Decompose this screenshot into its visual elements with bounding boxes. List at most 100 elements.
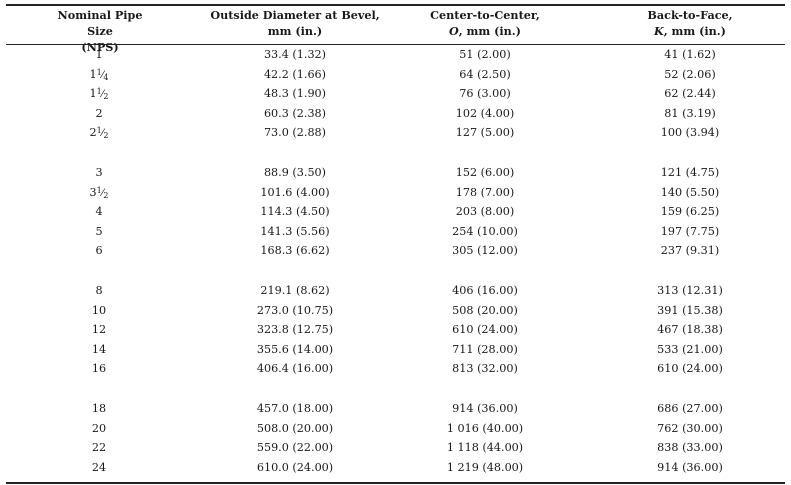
cell-nps: 20 — [80, 422, 118, 435]
cell-outside-diameter: 457.0 (18.00) — [256, 402, 334, 415]
nps-whole: 2 — [95, 106, 103, 120]
nps-whole: 1 — [89, 87, 97, 101]
cell-center-to-center: 203 (8.00) — [455, 205, 515, 219]
table-row: 12 323.8 (12.75) 610 (24.00) 467 (18.38) — [0, 321, 791, 341]
cell-center-to-center: 152 (6.00) — [455, 166, 515, 179]
table-row: 14 355.6 (14.00) 711 (28.00) 533 (21.00) — [0, 341, 791, 361]
table-row: 1 33.4 (1.32) 51 (2.00) 41 (1.62) — [0, 46, 791, 66]
cell-nps: 8 — [80, 284, 118, 297]
nps-numerator: 1 — [96, 126, 102, 136]
cell-center-to-center: 254 (10.00) — [452, 224, 518, 238]
header-od-line1: Outside Diameter at Bevel, — [210, 8, 380, 22]
cell-back-to-face: 62 (2.44) — [664, 87, 716, 101]
nps-whole: 14 — [91, 342, 107, 356]
table-row: 11⁄4 42.2 (1.66) 64 (2.50) 52 (2.06) — [0, 66, 791, 86]
cell-back-to-face: 914 (36.00) — [657, 460, 723, 474]
cell-outside-diameter: 48.3 (1.90) — [263, 87, 327, 101]
nps-numerator: 1 — [96, 185, 102, 195]
nps-whole: 2 — [89, 126, 97, 140]
cell-nps: 3 — [80, 166, 118, 179]
cell-back-to-face: 237 (9.31) — [660, 244, 720, 258]
nps-whole: 18 — [91, 402, 107, 415]
header-rule — [6, 44, 785, 45]
cell-nps: 21⁄2 — [80, 126, 118, 140]
nps-whole: 1 — [89, 67, 97, 81]
cell-nps: 18 — [80, 402, 118, 415]
table-row: 16 406.4 (16.00) 813 (32.00) 610 (24.00) — [0, 360, 791, 380]
cell-center-to-center: 178 (7.00) — [455, 185, 515, 199]
cell-center-to-center: 76 (3.00) — [459, 87, 511, 101]
cell-back-to-face: 41 (1.62) — [664, 48, 716, 61]
header-outside-diameter: Outside Diameter at Bevel, mm (in.) — [200, 7, 390, 39]
cell-back-to-face: 391 (15.38) — [657, 303, 723, 317]
cell-center-to-center: 64 (2.50) — [459, 67, 511, 81]
cell-nps: 11⁄2 — [80, 87, 118, 101]
header-ctc-units: , mm (in.) — [458, 24, 521, 38]
cell-outside-diameter: 101.6 (4.00) — [260, 185, 330, 199]
cell-back-to-face: 762 (30.00) — [657, 421, 723, 435]
header-btf-symbol: K — [654, 24, 664, 38]
cell-nps: 6 — [80, 244, 118, 257]
cell-nps: 4 — [80, 205, 118, 218]
cell-center-to-center: 1 016 (40.00) — [446, 421, 524, 435]
header-back-to-face: Back-to-Face, K, mm (in.) — [620, 7, 760, 39]
cell-center-to-center: 1 118 (44.00) — [446, 441, 524, 455]
cell-nps: 2 — [80, 107, 118, 120]
cell-back-to-face: 100 (3.94) — [660, 126, 720, 140]
cell-nps: 14 — [80, 343, 118, 356]
nps-whole: 4 — [95, 205, 103, 219]
cell-center-to-center: 127 (5.00) — [455, 126, 515, 140]
table-row: 6 168.3 (6.62) 305 (12.00) 237 (9.31) — [0, 242, 791, 262]
fraction-slash: ⁄ — [101, 69, 104, 81]
cell-back-to-face: 838 (33.00) — [657, 441, 723, 455]
cell-center-to-center: 914 (36.00) — [452, 402, 518, 415]
cell-outside-diameter: 141.3 (5.56) — [260, 224, 330, 238]
cell-center-to-center: 102 (4.00) — [455, 106, 515, 120]
header-nps-line1: Nominal Pipe Size — [57, 8, 143, 38]
cell-back-to-face: 81 (3.19) — [664, 106, 716, 120]
cell-outside-diameter: 88.9 (3.50) — [263, 166, 327, 179]
cell-nps: 22 — [80, 441, 118, 454]
cell-outside-diameter: 219.1 (8.62) — [260, 284, 330, 297]
table-row: 22 559.0 (22.00) 1 118 (44.00) 838 (33.00) — [0, 439, 791, 459]
cell-outside-diameter: 73.0 (2.88) — [263, 126, 327, 140]
cell-nps: 24 — [80, 461, 118, 474]
table-row: 20 508.0 (20.00) 1 016 (40.00) 762 (30.00) — [0, 420, 791, 440]
cell-nps: 5 — [80, 225, 118, 238]
nps-whole: 20 — [91, 421, 107, 435]
table-row: 31⁄2 101.6 (4.00) 178 (7.00) 140 (5.50) — [0, 184, 791, 204]
table-row: 18 457.0 (18.00) 914 (36.00) 686 (27.00) — [0, 400, 791, 420]
cell-nps: 1 — [80, 48, 118, 61]
cell-center-to-center: 51 (2.00) — [459, 48, 511, 61]
cell-nps: 16 — [80, 362, 118, 375]
cell-outside-diameter: 42.2 (1.66) — [263, 67, 327, 81]
nps-whole: 3 — [89, 185, 97, 199]
nps-whole: 3 — [95, 166, 103, 179]
cell-back-to-face: 313 (12.31) — [657, 284, 723, 297]
cell-center-to-center: 406 (16.00) — [452, 284, 518, 297]
cell-outside-diameter: 406.4 (16.00) — [256, 362, 334, 376]
header-btf-line2: K, mm (in.) — [620, 23, 760, 39]
cell-nps: 12 — [80, 323, 118, 336]
cell-center-to-center: 813 (32.00) — [452, 362, 518, 376]
table-top-rule — [6, 4, 785, 6]
cell-center-to-center: 508 (20.00) — [452, 303, 518, 317]
cell-back-to-face: 610 (24.00) — [657, 362, 723, 376]
header-od-line2: mm (in.) — [267, 24, 323, 38]
cell-outside-diameter: 323.8 (12.75) — [256, 323, 334, 337]
nps-whole: 1 — [95, 48, 103, 61]
header-center-to-center: Center-to-Center, O, mm (in.) — [415, 7, 555, 39]
table-row: 2 60.3 (2.38) 102 (4.00) 81 (3.19) — [0, 105, 791, 125]
table-row: 21⁄2 73.0 (2.88) 127 (5.00) 100 (3.94) — [0, 124, 791, 144]
nps-denominator: 4 — [103, 72, 109, 82]
nps-whole: 16 — [91, 362, 107, 376]
cell-back-to-face: 467 (18.38) — [657, 323, 723, 337]
cell-nps: 11⁄4 — [80, 67, 118, 82]
cell-center-to-center: 610 (24.00) — [452, 323, 518, 337]
cell-outside-diameter: 355.6 (14.00) — [256, 342, 334, 356]
cell-outside-diameter: 273.0 (10.75) — [256, 303, 334, 317]
table-row: 24 610.0 (24.00) 1 219 (48.00) 914 (36.00) — [0, 459, 791, 479]
cell-back-to-face: 52 (2.06) — [664, 67, 716, 81]
cell-outside-diameter: 60.3 (2.38) — [263, 106, 327, 120]
header-ctc-symbol: O — [449, 24, 459, 38]
